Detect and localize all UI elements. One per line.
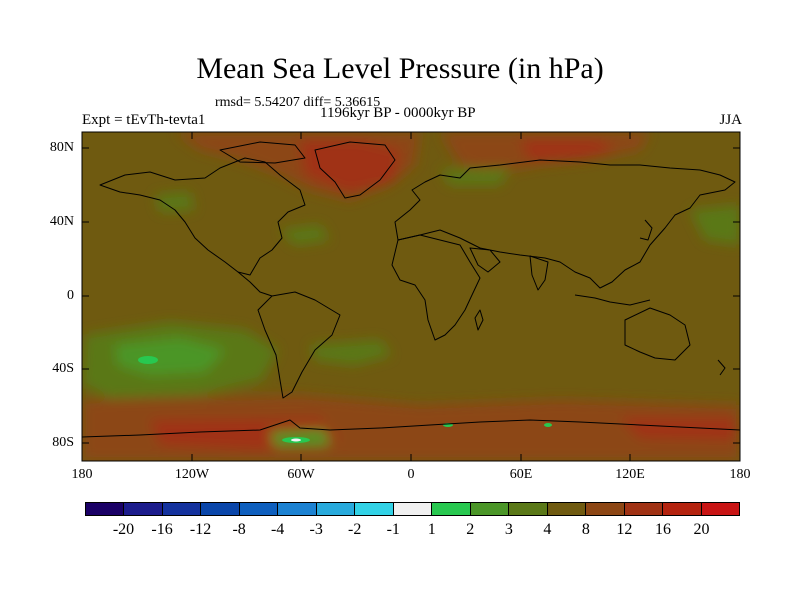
anomaly-low-spot	[138, 356, 158, 364]
coastline-arctic-islands	[219, 141, 306, 164]
anomaly-low-region	[115, 338, 225, 375]
colorbar-label: 2	[466, 521, 475, 538]
colorbar-swatch	[701, 503, 739, 515]
colorbar-swatch	[547, 503, 587, 515]
colorbar-swatch	[470, 503, 510, 515]
coastlines	[82, 141, 740, 438]
colorbar-label: 20	[693, 521, 710, 538]
colorbar-swatch	[162, 503, 202, 515]
anomaly-low-region	[440, 168, 510, 185]
colorbar-label: 16	[654, 521, 671, 538]
x-tick-label: 120E	[615, 467, 645, 482]
x-tick-label: 0	[407, 467, 415, 482]
anomaly-high-region	[620, 418, 735, 440]
colorbar-label: -16	[151, 521, 173, 538]
y-tick-label: 0	[67, 288, 74, 303]
colorbar-label: -3	[309, 521, 323, 538]
coastline-africa	[391, 234, 481, 341]
coastline-antarctica	[82, 419, 740, 438]
x-tick-label: 180	[71, 467, 93, 482]
colorbar-swatch	[201, 503, 240, 515]
coastline-north-america	[99, 157, 306, 276]
colorbar-swatch	[86, 503, 125, 515]
colorbar-swatch	[432, 503, 471, 515]
coastline-central-america	[237, 271, 273, 297]
anomaly-low-spot	[544, 423, 552, 427]
x-tick-label: 60E	[509, 467, 533, 482]
anomaly-low-region	[310, 340, 392, 365]
colorbar-label: -4	[270, 521, 285, 538]
colorbar-label: -12	[189, 521, 212, 538]
colorbar-swatch	[509, 503, 548, 515]
season-label: JJA	[719, 112, 742, 128]
anomaly-low-spot	[291, 438, 301, 442]
stats-line: rmsd= 5.54207 diff= 5.36615	[215, 95, 381, 110]
x-tick-label: 120W	[174, 467, 210, 482]
colorbar-label: 3	[504, 521, 513, 538]
colorbar-swatch	[239, 503, 279, 515]
colorbar-label: -20	[112, 521, 135, 538]
coastline-japan	[639, 219, 653, 241]
colorbar-swatch	[624, 503, 664, 515]
colorbar	[85, 502, 740, 516]
x-tick-label: 60W	[287, 467, 315, 482]
colorbar-label: -1	[386, 521, 400, 538]
pressure-field	[82, 132, 740, 461]
colorbar-swatch	[124, 503, 163, 515]
coastline-indonesia	[574, 294, 651, 306]
colorbar-label: 12	[616, 521, 633, 538]
colorbar-label: -8	[232, 521, 246, 538]
period-label: 1196kyr BP - 0000kyr BP	[320, 105, 476, 121]
plot-title: Mean Sea Level Pressure (in hPa)	[196, 52, 604, 85]
colorbar-label: 1	[427, 521, 436, 538]
coastline-south-america	[257, 291, 341, 399]
tick-marks	[82, 132, 740, 461]
y-tick-label: 80S	[52, 435, 74, 450]
coastline-madagascar	[474, 309, 484, 331]
anomaly-high-region	[300, 140, 400, 192]
colorbar-label: -2	[348, 521, 362, 538]
colorbar-swatch	[355, 503, 394, 515]
coastline-new-zealand	[717, 359, 726, 376]
anomaly-low-region	[690, 205, 740, 245]
coastline-arabia	[469, 247, 501, 273]
colorbar-label: 8	[581, 521, 590, 538]
coastline-australia	[624, 307, 691, 361]
colorbar-swatch	[278, 503, 317, 515]
y-tick-label: 40N	[49, 214, 74, 229]
coastline-eurasia	[394, 159, 736, 289]
colorbar-swatch	[586, 503, 625, 515]
y-tick-label: 40S	[52, 361, 74, 376]
colorbar-swatch	[393, 503, 433, 515]
colorbar-swatch	[316, 503, 356, 515]
colorbar-swatch	[663, 503, 702, 515]
y-tick-label: 80N	[49, 140, 74, 155]
x-tick-label: 180	[729, 467, 751, 482]
anomaly-low-region	[280, 225, 330, 245]
anomaly-low-region	[155, 192, 195, 212]
experiment-label: Expt = tEvTh-tevta1	[82, 112, 206, 128]
colorbar-label: 4	[543, 521, 552, 538]
coastline-greenland	[314, 141, 396, 199]
coastline-india	[529, 255, 549, 291]
anomaly-high-region	[520, 140, 615, 160]
